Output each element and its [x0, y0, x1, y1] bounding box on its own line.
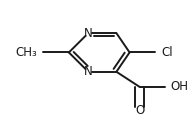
Text: OH: OH: [171, 80, 189, 93]
Text: Cl: Cl: [161, 46, 173, 59]
Text: N: N: [84, 27, 93, 40]
Text: N: N: [84, 65, 93, 78]
Text: O: O: [135, 104, 144, 117]
Text: CH₃: CH₃: [15, 46, 37, 59]
